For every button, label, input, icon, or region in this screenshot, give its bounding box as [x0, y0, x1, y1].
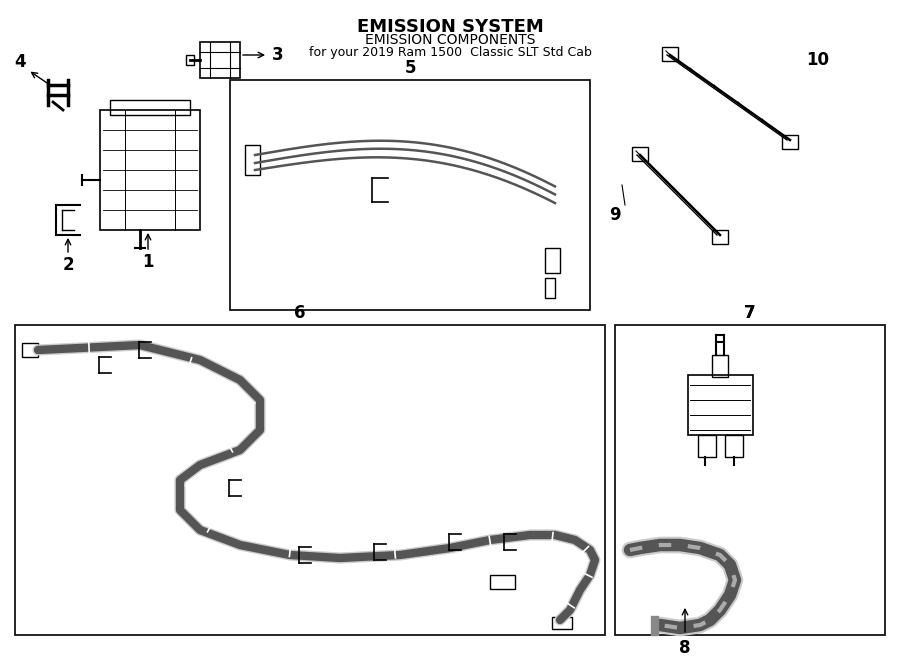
Text: 7: 7	[744, 304, 756, 322]
Text: 6: 6	[294, 304, 306, 322]
Bar	[552, 617, 572, 629]
Text: 10: 10	[806, 51, 830, 69]
Text: 5: 5	[404, 59, 416, 77]
Bar	[110, 100, 190, 115]
Text: 2: 2	[62, 256, 74, 274]
Text: 4: 4	[14, 53, 26, 71]
Text: 7: 7	[744, 304, 756, 322]
Bar	[230, 80, 590, 310]
Text: EMISSION SYSTEM: EMISSION SYSTEM	[356, 18, 544, 36]
Text: 8: 8	[680, 639, 691, 657]
Bar	[100, 110, 200, 230]
Bar	[186, 55, 194, 65]
Text: 3: 3	[272, 46, 284, 64]
Bar	[615, 325, 885, 635]
Bar	[698, 435, 716, 457]
Bar	[545, 248, 560, 273]
Bar	[725, 435, 743, 457]
Text: 1: 1	[142, 253, 154, 271]
Bar	[490, 575, 515, 589]
Bar	[245, 145, 260, 175]
Text: for your 2019 Ram 1500  Classic SLT Std Cab: for your 2019 Ram 1500 Classic SLT Std C…	[309, 46, 591, 59]
Bar	[632, 147, 648, 161]
Bar	[712, 230, 728, 244]
Bar	[782, 135, 798, 149]
Text: 9: 9	[609, 206, 621, 224]
Bar	[22, 343, 38, 357]
Bar	[15, 325, 605, 635]
Bar	[545, 278, 555, 298]
Bar	[662, 47, 678, 61]
Bar	[200, 42, 240, 78]
Text: EMISSION COMPONENTS: EMISSION COMPONENTS	[364, 33, 536, 47]
Bar	[688, 375, 753, 435]
Bar	[712, 355, 728, 377]
